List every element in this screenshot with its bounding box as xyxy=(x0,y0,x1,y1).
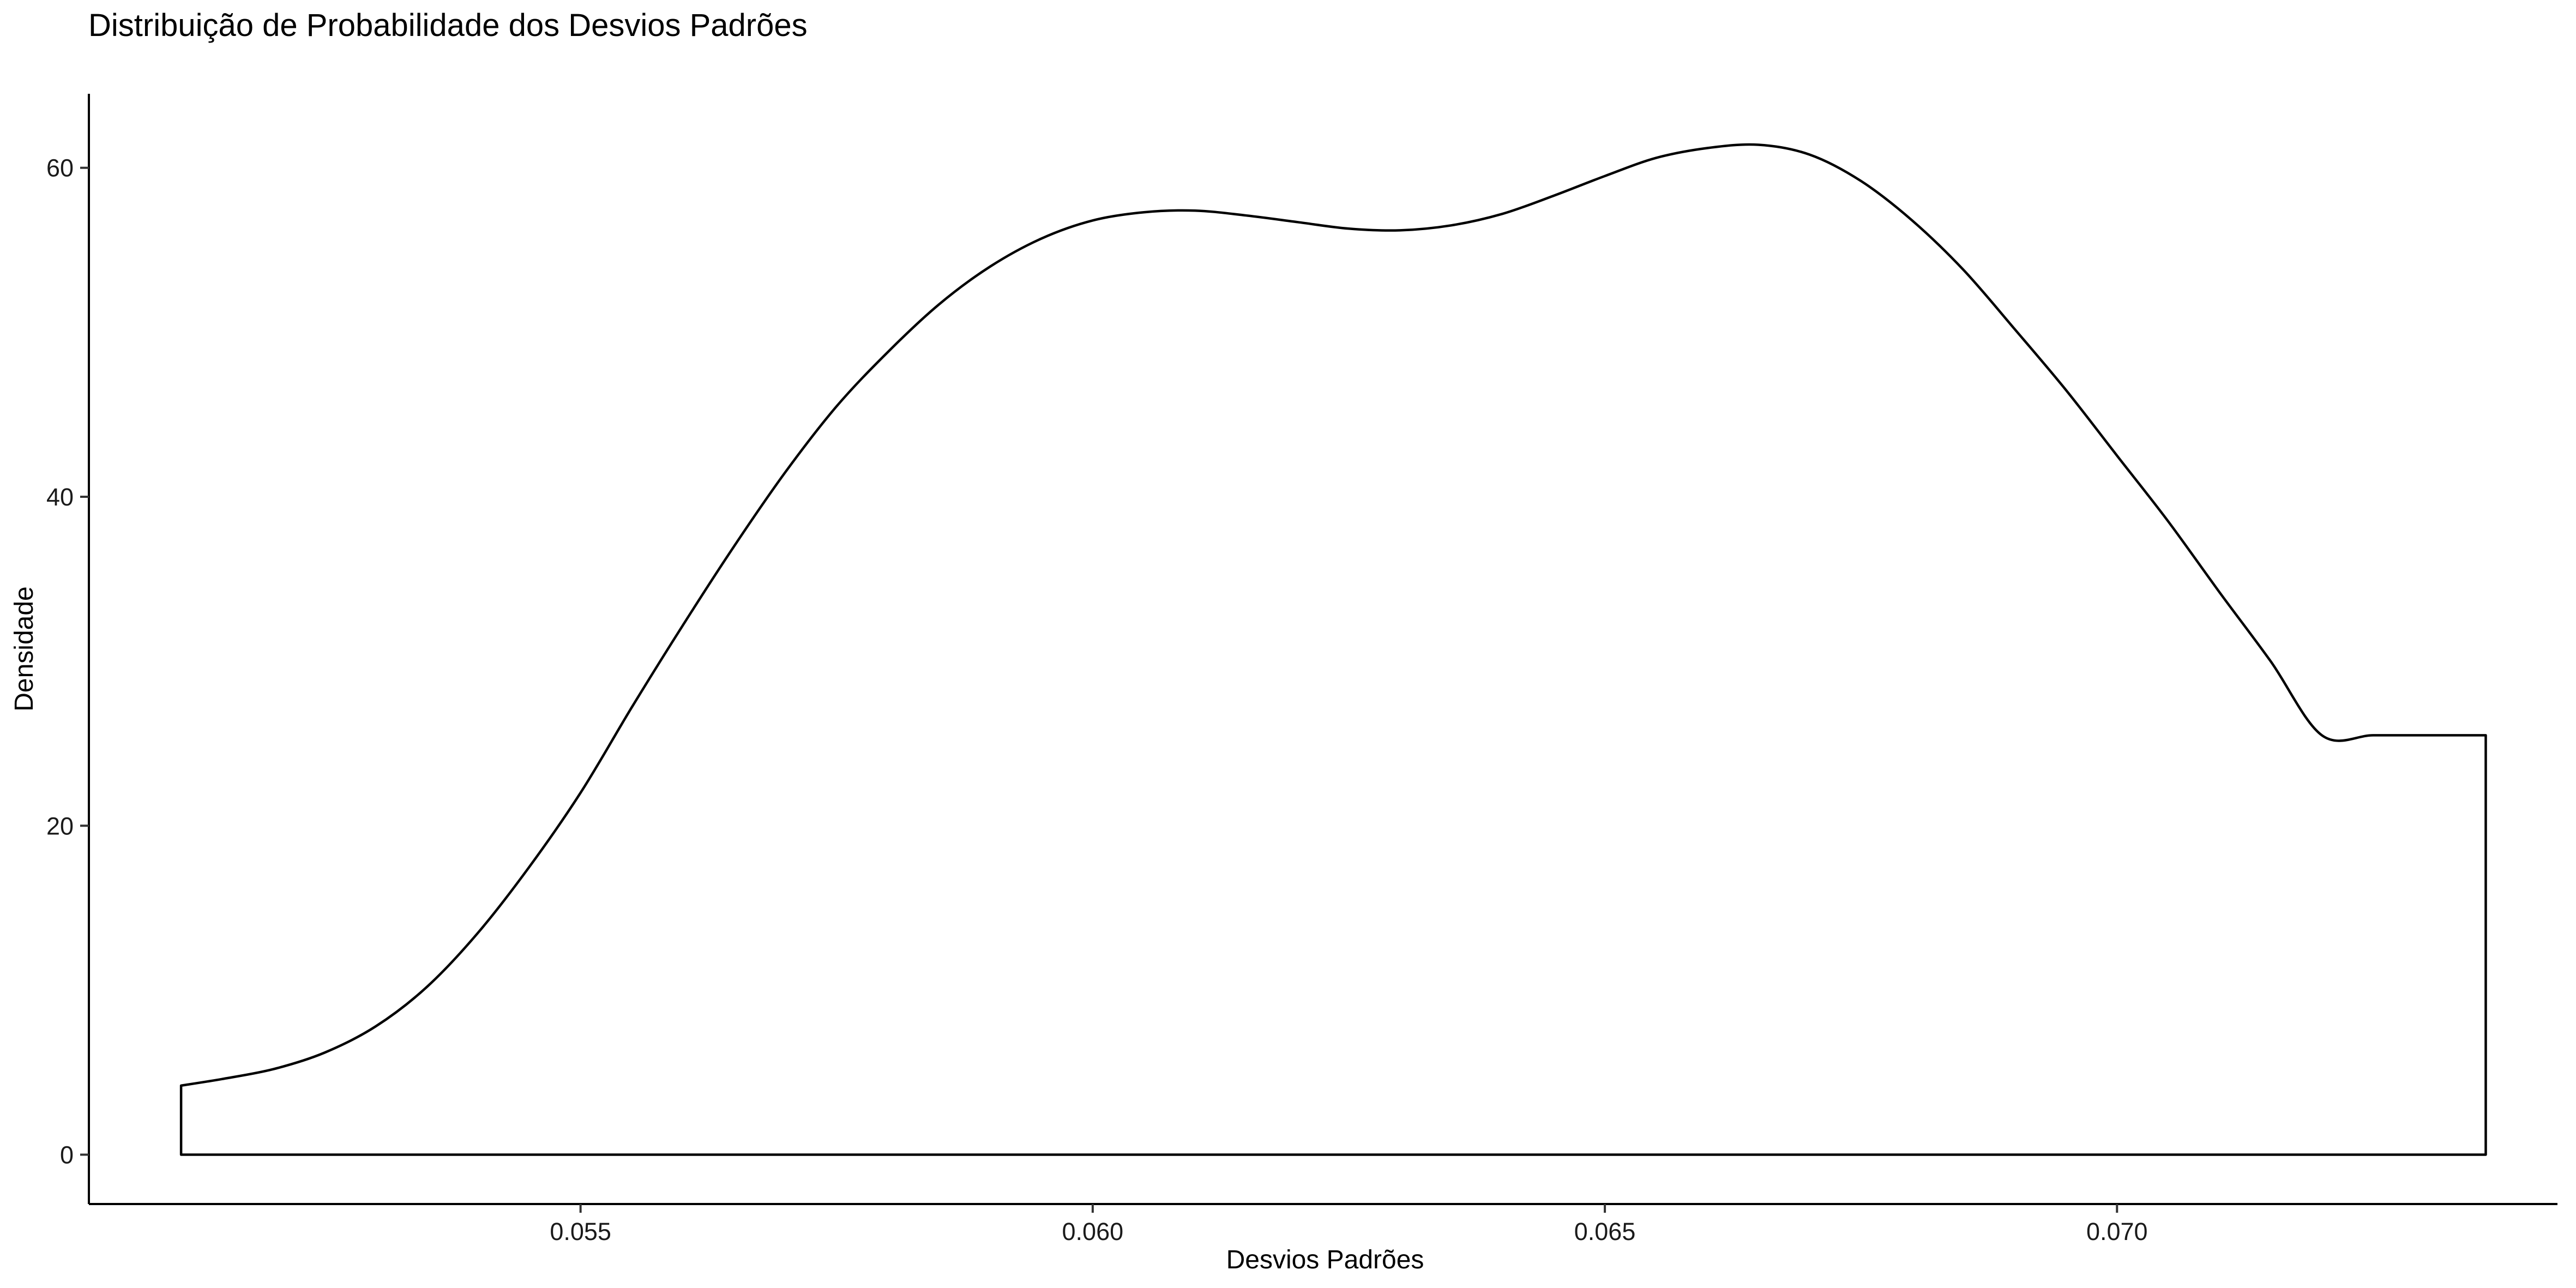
y-tick-label: 20 xyxy=(46,812,74,840)
x-tick-label: 0.055 xyxy=(550,1218,611,1245)
plot-area xyxy=(179,143,2487,1156)
y-tick-label: 60 xyxy=(46,154,74,182)
x-tick-label: 0.060 xyxy=(1062,1218,1124,1245)
x-axis-ticks: 0.055 0.060 0.065 0.070 xyxy=(550,1204,2148,1245)
y-axis-label: Densidade xyxy=(10,586,39,712)
y-tick-label: 0 xyxy=(60,1141,74,1169)
density-curve xyxy=(179,143,2487,1156)
chart-title: Distribuição de Probabilidade dos Desvio… xyxy=(88,8,808,43)
y-tick-label: 40 xyxy=(46,483,74,511)
x-tick-label: 0.070 xyxy=(2086,1218,2148,1245)
x-tick-label: 0.065 xyxy=(1574,1218,1636,1245)
y-axis-ticks: 0 20 40 60 xyxy=(46,154,89,1169)
x-axis-label: Desvios Padrões xyxy=(1226,1245,1424,1274)
